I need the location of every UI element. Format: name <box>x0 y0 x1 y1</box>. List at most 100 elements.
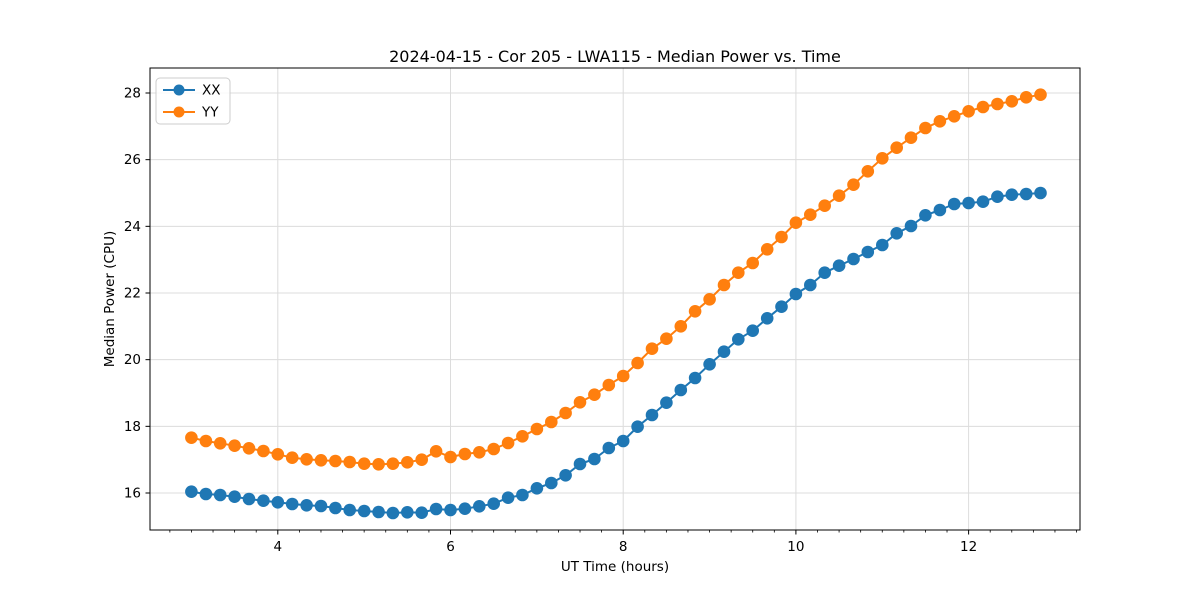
data-point <box>415 453 429 467</box>
data-point <box>516 430 529 443</box>
data-point <box>1005 188 1019 201</box>
y-tick-label: 16 <box>124 486 141 502</box>
data-point <box>357 457 371 471</box>
data-point <box>890 141 903 154</box>
x-tick-label: 4 <box>274 539 283 555</box>
data-point <box>444 450 457 464</box>
data-point <box>588 452 601 466</box>
legend-label: XX <box>202 83 221 99</box>
data-point <box>473 500 486 513</box>
x-tick-label: 12 <box>960 539 977 555</box>
data-point <box>789 287 803 301</box>
data-point <box>458 447 472 461</box>
x-tick-label: 10 <box>787 539 804 555</box>
y-tick-label: 26 <box>124 152 141 168</box>
data-point <box>976 195 990 208</box>
data-point <box>674 383 688 397</box>
data-point <box>602 378 616 392</box>
data-point <box>876 152 889 165</box>
x-tick-label: 8 <box>619 539 628 555</box>
y-axis-label: Median Power (CPU) <box>102 230 118 368</box>
data-point <box>688 371 702 385</box>
data-point <box>213 437 227 450</box>
data-point <box>861 165 875 178</box>
data-point <box>588 388 601 402</box>
data-point <box>530 482 544 495</box>
data-point <box>271 496 285 509</box>
data-point <box>947 197 961 211</box>
legend-marker <box>173 84 185 96</box>
data-point <box>832 189 846 202</box>
data-point <box>760 312 774 325</box>
y-tick-label: 22 <box>124 286 141 302</box>
data-point <box>429 445 443 458</box>
data-point <box>285 497 299 511</box>
data-point <box>185 485 198 499</box>
data-point <box>343 503 357 517</box>
data-point <box>1019 91 1033 104</box>
data-point <box>242 492 256 506</box>
data-point <box>530 422 544 436</box>
plot-spines <box>149 67 1081 531</box>
y-tick-label: 28 <box>124 86 141 102</box>
data-point <box>732 266 745 280</box>
data-point <box>228 490 241 504</box>
data-point <box>976 100 990 114</box>
data-point <box>257 494 270 508</box>
data-point <box>717 278 731 292</box>
data-point <box>401 506 414 519</box>
y-tick-label: 18 <box>124 419 141 435</box>
data-point <box>545 476 558 490</box>
data-point <box>847 252 860 266</box>
data-point <box>746 256 759 270</box>
data-point <box>660 396 673 410</box>
data-point <box>947 110 961 123</box>
data-point <box>933 203 947 217</box>
data-point <box>818 266 831 280</box>
data-point <box>559 469 572 482</box>
legend: XX YY <box>155 77 231 125</box>
data-point <box>242 442 256 455</box>
data-point <box>890 227 903 240</box>
data-point <box>545 415 558 429</box>
data-point <box>444 503 457 517</box>
x-axis-label: UT Time (hours) <box>560 559 670 575</box>
data-point <box>185 431 198 445</box>
data-point <box>314 499 328 513</box>
data-point <box>329 501 342 515</box>
data-point <box>861 245 875 259</box>
x-axis: 4 6 8 10 12 <box>169 530 1077 555</box>
data-point <box>487 442 501 456</box>
chart-title: 2024-04-15 - Cor 205 - LWA115 - Median P… <box>389 47 841 66</box>
data-point <box>645 342 659 356</box>
data-point <box>372 458 385 471</box>
y-tick-label: 20 <box>124 352 141 368</box>
data-point <box>501 436 515 450</box>
data-point <box>501 491 515 505</box>
data-point <box>688 305 702 318</box>
data-point <box>415 506 429 519</box>
data-point <box>660 332 673 346</box>
data-point <box>314 454 328 467</box>
legend-label: YY <box>201 105 219 121</box>
data-point <box>674 320 688 333</box>
data-point <box>876 238 889 252</box>
data-point <box>804 278 817 292</box>
data-point <box>904 131 918 144</box>
data-point <box>573 396 587 409</box>
data-point <box>573 457 587 471</box>
data-point <box>933 115 947 128</box>
data-point <box>1034 88 1047 101</box>
data-point <box>962 105 975 118</box>
data-point <box>847 178 860 191</box>
data-point <box>357 504 371 518</box>
data-point <box>789 216 803 229</box>
y-tick-label: 24 <box>124 219 141 235</box>
data-point <box>458 502 472 515</box>
data-point <box>703 358 716 371</box>
data-point <box>1005 95 1019 108</box>
data-point <box>760 243 774 256</box>
data-point <box>602 441 616 455</box>
